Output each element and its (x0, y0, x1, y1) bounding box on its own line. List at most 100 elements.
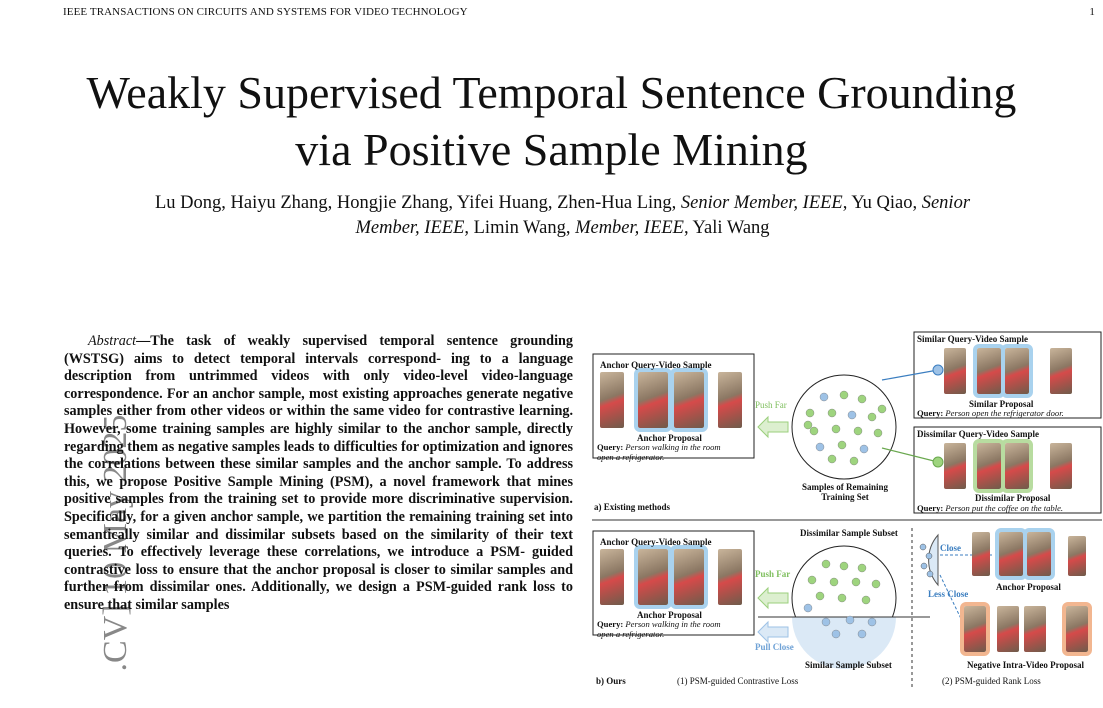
sample-dot (821, 617, 831, 627)
rank-half-circle (928, 533, 939, 587)
video-frame (1001, 344, 1033, 398)
video-frame (1062, 602, 1092, 656)
section-b-label: b) Ours (596, 676, 626, 686)
sample-dot (807, 575, 817, 585)
abstract-line: and dissimilar subsets based on the simi… (64, 526, 573, 561)
query-text: Person walking in the room (625, 442, 721, 452)
sample-dot (837, 593, 847, 603)
similar-dot (932, 364, 944, 376)
abstract-line: difficulties for optimization and ignore… (64, 438, 574, 473)
abstract-body: The task of weakly supervised temporal s… (64, 333, 573, 613)
sample-dot (827, 454, 837, 464)
sample-dot (829, 577, 839, 587)
video-frame (670, 545, 708, 609)
sample-dot (837, 440, 847, 450)
video-frame (634, 368, 672, 432)
push-far-label-bottom: Push Far (755, 569, 791, 579)
abstract-line: these similar samples and the anchor sam… (64, 456, 573, 490)
anchor-proposal-bottom: Anchor Proposal (637, 610, 702, 620)
sample-dot (873, 428, 883, 438)
query-text: Person put the coffee on the table. (945, 503, 1064, 513)
sample-dot (803, 420, 813, 430)
paper-title-line2: via Positive Sample Mining (295, 124, 808, 175)
author-line-1: Lu Dong, Haiyu Zhang, Hongjie Zhang, Yif… (40, 191, 1085, 216)
video-frame (1050, 443, 1072, 489)
author-affil-4: Member, IEEE (575, 218, 684, 238)
author-names-3: , Limin Wang, (464, 218, 571, 238)
video-frame (600, 549, 624, 605)
query-text: Person open the refrigerator door. (945, 408, 1064, 418)
query-label: Query: (597, 442, 624, 452)
sample-dot (831, 629, 841, 639)
right-anchor-proposal: Anchor Proposal (996, 582, 1061, 592)
figure: Anchor Query-Video Sample Anchor Proposa… (592, 330, 1102, 703)
similar-subset-label: Similar Sample Subset (805, 660, 892, 670)
rank-dot (920, 562, 928, 570)
anchor-title-top: Anchor Query-Video Sample (600, 360, 712, 370)
query-label: Query: (597, 619, 624, 629)
anchor-query-top: Query: Person walking in the room open a … (597, 442, 721, 462)
sample-dot (871, 579, 881, 589)
sample-dot (847, 410, 857, 420)
sample-dot (861, 595, 871, 605)
rank-dot (919, 543, 927, 551)
sample-dot (803, 603, 813, 613)
dissimilar-dot (932, 456, 944, 468)
abstract-line: To effectively leverage these correlatio… (118, 544, 532, 561)
sample-dot (857, 629, 867, 639)
video-frame (972, 532, 990, 576)
pull-close-arrow (757, 620, 789, 644)
journal-header: IEEE TRANSACTIONS ON CIRCUITS AND SYSTEM… (63, 6, 468, 18)
video-frame (634, 545, 672, 609)
video-frame (960, 602, 990, 656)
caption-1: (1) PSM-guided Contrastive Loss (677, 676, 799, 686)
anchor-query-bottom: Query: Person walking in the room open a … (597, 619, 721, 639)
sample-dot (849, 456, 859, 466)
sample-dot (845, 615, 855, 625)
abstract-line: other videos or within the same video fo… (190, 403, 573, 420)
push-far-arrow-bottom (757, 586, 789, 610)
rank-dot (926, 570, 934, 578)
video-frame (1001, 439, 1033, 493)
abstract: Abstract—The task of weakly supervised t… (64, 333, 573, 615)
sample-dot (831, 424, 841, 434)
sample-set-circle-top (791, 374, 897, 480)
samples-label: Samples of Remaining Training Set (797, 482, 893, 502)
abstract-line: discriminative supervision. Specifically… (64, 491, 573, 525)
abstract-line: to similar samples and further from diss… (64, 561, 573, 596)
sample-dot (851, 577, 861, 587)
author-names-1: Lu Dong, Haiyu Zhang, Hongjie Zhang, Yif… (154, 193, 677, 213)
video-frame (600, 372, 624, 428)
query-text-2: open a refrigerator. (597, 629, 665, 639)
video-frame (718, 549, 742, 605)
link-similar (881, 369, 939, 381)
sample-dot (857, 563, 867, 573)
abstract-line: guided contrastive loss to ensure that t… (64, 544, 573, 578)
video-frame (1024, 606, 1046, 652)
video-frame (718, 372, 742, 428)
sample-dot (867, 412, 877, 422)
push-far-label-top: Push Far (755, 400, 787, 410)
sample-dot (819, 392, 829, 402)
sample-dots-top (803, 390, 887, 466)
video-frame (995, 528, 1027, 580)
sample-dot (809, 426, 819, 436)
sample-dot (857, 394, 867, 404)
sample-dot (821, 559, 831, 569)
query-text-2: open a refrigerator. (597, 452, 665, 462)
similar-query: Query: Person open the refrigerator door… (917, 408, 1064, 418)
author-affil-1: Senior Member, IEEE (680, 193, 843, 213)
dissimilar-title: Dissimilar Query-Video Sample (917, 429, 1039, 439)
less-close-arrow (939, 574, 965, 626)
link-dissimilar (881, 447, 939, 463)
abstract-line: we propose Positive Sample Mining (PSM),… (96, 473, 507, 490)
abstract-line: we design a PSM-guided rank loss to ensu… (64, 579, 573, 613)
abstract-line: ing to a language description from untri… (64, 350, 573, 385)
anchor-title-bottom: Anchor Query-Video Sample (600, 537, 712, 547)
abstract-line: video-level video-language correspondenc… (64, 368, 573, 402)
negative-proposal: Negative Intra-Video Proposal (967, 660, 1084, 670)
sample-dot (815, 591, 825, 601)
sample-dot (859, 444, 869, 454)
query-label: Query: (917, 503, 944, 513)
abstract-line: The task of weakly supervised temporal s… (150, 333, 511, 349)
